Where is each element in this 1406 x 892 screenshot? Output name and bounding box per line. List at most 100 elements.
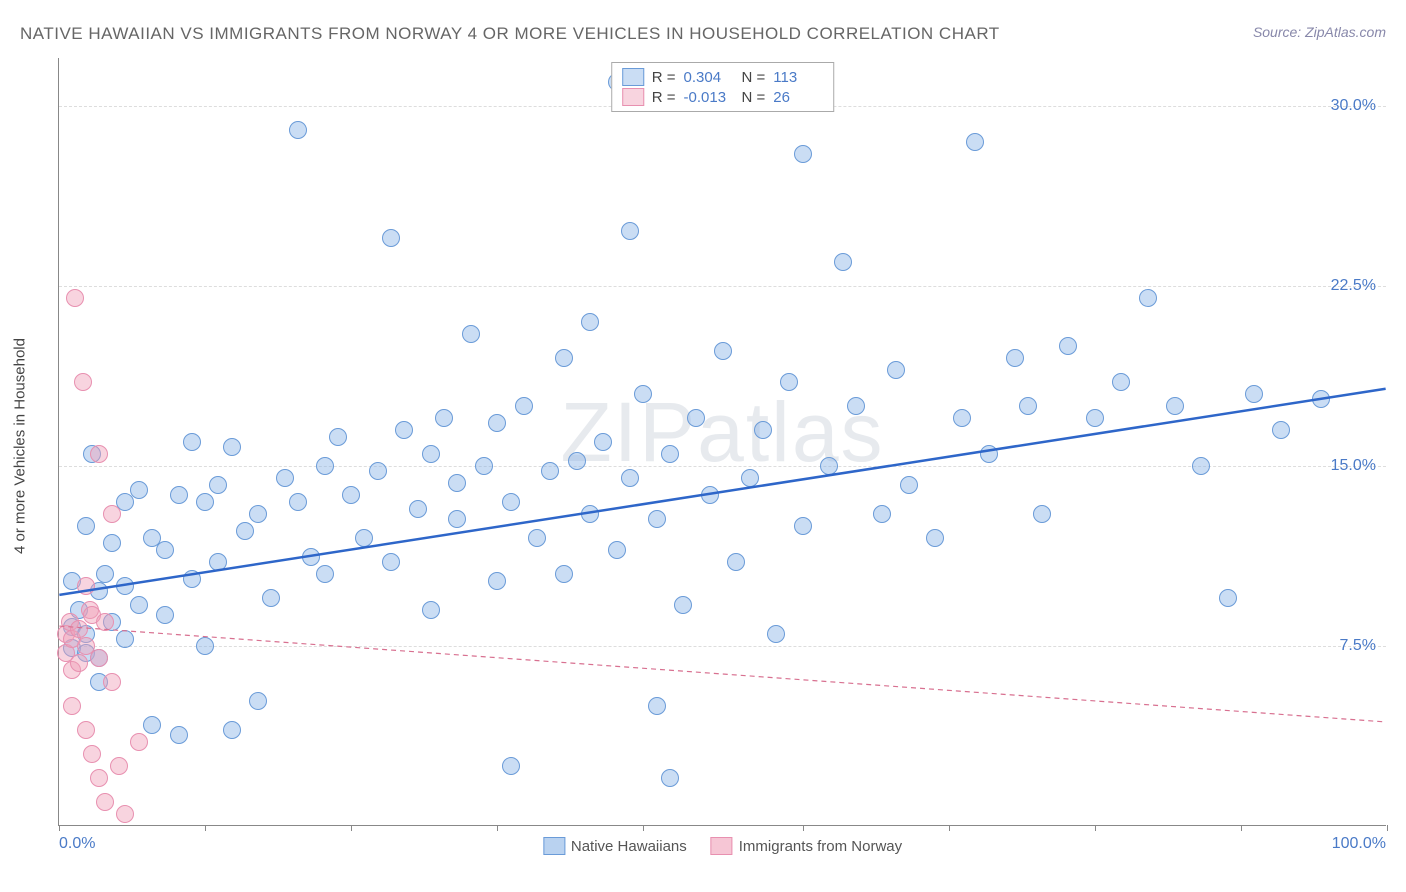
data-point bbox=[648, 510, 666, 528]
data-point bbox=[90, 649, 108, 667]
trend-line bbox=[59, 389, 1385, 595]
data-point bbox=[448, 510, 466, 528]
data-point bbox=[515, 397, 533, 415]
data-point bbox=[170, 486, 188, 504]
data-point bbox=[70, 654, 88, 672]
gridline bbox=[59, 466, 1386, 467]
data-point bbox=[1086, 409, 1104, 427]
data-point bbox=[1219, 589, 1237, 607]
data-point bbox=[687, 409, 705, 427]
source-attribution: Source: ZipAtlas.com bbox=[1253, 24, 1386, 40]
data-point bbox=[502, 757, 520, 775]
data-point bbox=[103, 505, 121, 523]
data-point bbox=[1245, 385, 1263, 403]
legend-swatch bbox=[711, 837, 733, 855]
x-tick bbox=[351, 825, 352, 831]
data-point bbox=[116, 805, 134, 823]
x-tick bbox=[1095, 825, 1096, 831]
data-point bbox=[110, 757, 128, 775]
data-point bbox=[103, 534, 121, 552]
data-point bbox=[661, 445, 679, 463]
x-axis-min-label: 0.0% bbox=[59, 835, 95, 853]
scatter-plot: ZIPatlas R = 0.304 N = 113 R = -0.013 N … bbox=[58, 58, 1386, 826]
data-point bbox=[66, 289, 84, 307]
data-point bbox=[648, 697, 666, 715]
data-point bbox=[674, 596, 692, 614]
data-point bbox=[1059, 337, 1077, 355]
legend-swatch bbox=[543, 837, 565, 855]
data-point bbox=[1019, 397, 1037, 415]
data-point bbox=[502, 493, 520, 511]
data-point bbox=[90, 445, 108, 463]
data-point bbox=[103, 673, 121, 691]
data-point bbox=[77, 577, 95, 595]
data-point bbox=[289, 121, 307, 139]
legend-r-value: 0.304 bbox=[684, 69, 734, 86]
data-point bbox=[727, 553, 745, 571]
series-legend: Native Hawaiians Immigrants from Norway bbox=[543, 837, 902, 855]
data-point bbox=[143, 716, 161, 734]
data-point bbox=[714, 342, 732, 360]
data-point bbox=[276, 469, 294, 487]
data-point bbox=[794, 517, 812, 535]
data-point bbox=[422, 601, 440, 619]
data-point bbox=[741, 469, 759, 487]
data-point bbox=[422, 445, 440, 463]
data-point bbox=[302, 548, 320, 566]
legend-swatch bbox=[622, 88, 644, 106]
data-point bbox=[223, 438, 241, 456]
data-point bbox=[209, 553, 227, 571]
legend-row: R = -0.013 N = 26 bbox=[622, 87, 824, 107]
data-point bbox=[316, 565, 334, 583]
data-point bbox=[1272, 421, 1290, 439]
data-point bbox=[555, 349, 573, 367]
data-point bbox=[249, 692, 267, 710]
data-point bbox=[209, 476, 227, 494]
data-point bbox=[116, 577, 134, 595]
legend-label: Native Hawaiians bbox=[571, 838, 687, 855]
legend-row: R = 0.304 N = 113 bbox=[622, 67, 824, 87]
data-point bbox=[156, 606, 174, 624]
data-point bbox=[156, 541, 174, 559]
data-point bbox=[96, 565, 114, 583]
x-tick bbox=[803, 825, 804, 831]
data-point bbox=[462, 325, 480, 343]
data-point bbox=[528, 529, 546, 547]
data-point bbox=[820, 457, 838, 475]
data-point bbox=[77, 517, 95, 535]
data-point bbox=[63, 697, 81, 715]
legend-n-label: N = bbox=[742, 69, 766, 86]
data-point bbox=[1139, 289, 1157, 307]
data-point bbox=[369, 462, 387, 480]
data-point bbox=[568, 452, 586, 470]
gridline bbox=[59, 286, 1386, 287]
gridline bbox=[59, 646, 1386, 647]
data-point bbox=[555, 565, 573, 583]
data-point bbox=[953, 409, 971, 427]
data-point bbox=[130, 733, 148, 751]
data-point bbox=[754, 421, 772, 439]
data-point bbox=[488, 572, 506, 590]
data-point bbox=[355, 529, 373, 547]
data-point bbox=[847, 397, 865, 415]
data-point bbox=[608, 541, 626, 559]
legend-r-value: -0.013 bbox=[684, 89, 734, 106]
x-tick bbox=[497, 825, 498, 831]
legend-item: Native Hawaiians bbox=[543, 837, 687, 855]
data-point bbox=[196, 493, 214, 511]
data-point bbox=[90, 769, 108, 787]
x-tick bbox=[949, 825, 950, 831]
data-point bbox=[77, 721, 95, 739]
data-point bbox=[634, 385, 652, 403]
x-tick bbox=[1387, 825, 1388, 831]
data-point bbox=[183, 433, 201, 451]
data-point bbox=[382, 553, 400, 571]
data-point bbox=[966, 133, 984, 151]
data-point bbox=[926, 529, 944, 547]
data-point bbox=[435, 409, 453, 427]
data-point bbox=[767, 625, 785, 643]
data-point bbox=[594, 433, 612, 451]
data-point bbox=[262, 589, 280, 607]
data-point bbox=[887, 361, 905, 379]
data-point bbox=[541, 462, 559, 480]
